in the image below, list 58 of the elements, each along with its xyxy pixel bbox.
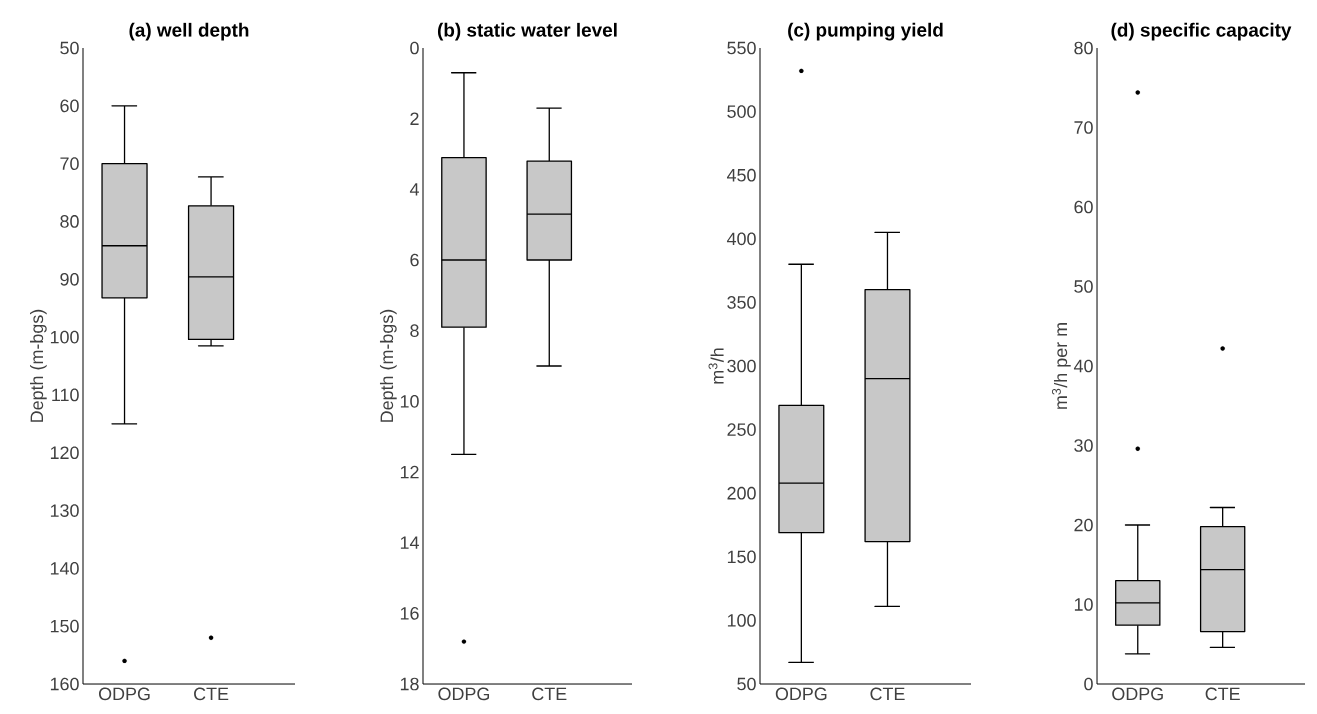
- y-axis-title: m$^{3}$/h: [708, 348, 724, 384]
- y-tick-label: 8: [410, 324, 419, 338]
- y-axis-title: Depth (m-bgs): [379, 309, 397, 422]
- y-tick-label: 40: [1073, 359, 1093, 373]
- y-tick-label: 100: [50, 330, 79, 344]
- y-tick-label: 4: [409, 183, 419, 196]
- y-tick-label: 550: [727, 41, 756, 55]
- y-tick-label: 90: [60, 272, 79, 286]
- y-tick-label: 14: [400, 536, 419, 549]
- y-tick-label: 150: [727, 550, 756, 564]
- x-tick-label: ODPG: [98, 687, 150, 701]
- y-tick-label: 160: [50, 677, 79, 691]
- y-tick-label: 110: [52, 388, 79, 402]
- x-tick-label: CTE: [194, 687, 229, 701]
- y-tick-label: 80: [60, 215, 79, 228]
- y-tick-label: 50: [60, 41, 79, 55]
- y-tick-label: 140: [50, 562, 79, 575]
- y-tick-label: 60: [1074, 200, 1093, 214]
- y-tick-label: 16: [400, 606, 419, 620]
- y-tick-label: 0: [1084, 677, 1093, 691]
- y-tick-label: 250: [727, 423, 756, 436]
- chart-title: (a) well depth: [129, 22, 249, 41]
- y-tick-label: 2: [410, 112, 419, 125]
- chart-title: (c) pumping yield: [788, 22, 943, 41]
- chart-title: (b) static water level: [437, 22, 617, 41]
- x-tick-label: ODPG: [1112, 687, 1163, 701]
- y-tick-label: 100: [727, 614, 756, 627]
- y-tick-label: 300: [727, 359, 756, 373]
- y-tick-label: 500: [727, 105, 756, 118]
- y-tick-label: 450: [726, 168, 756, 182]
- y-tick-label: 70: [1074, 121, 1093, 134]
- y-tick-label: 120: [50, 446, 79, 460]
- y-tick-label: 130: [50, 504, 79, 517]
- chart-title: (d) specific capacity: [1111, 22, 1292, 41]
- x-tick-label: CTE: [532, 687, 567, 701]
- y-tick-label: 200: [727, 486, 756, 500]
- y-tick-label: 18: [400, 677, 419, 691]
- y-axis-title: m$^{3}$/h per m: [1051, 323, 1071, 409]
- y-tick-label: 6: [410, 253, 419, 267]
- x-tick-label: ODPG: [775, 687, 827, 701]
- y-tick-label: 80: [1074, 41, 1093, 55]
- y-tick-label: 50: [737, 677, 756, 691]
- x-tick-label: CTE: [1205, 687, 1240, 701]
- y-tick-label: 10: [1074, 598, 1093, 611]
- y-tick-label: 150: [50, 619, 79, 633]
- x-tick-label: ODPG: [438, 687, 490, 701]
- y-tick-label: 0: [410, 41, 419, 55]
- y-tick-label: 70: [60, 157, 79, 170]
- y-tick-label: 60: [60, 99, 79, 113]
- y-axis-title: Depth (m-bgs): [30, 309, 47, 422]
- y-tick-label: 400: [726, 232, 756, 246]
- y-tick-label: 12: [400, 465, 419, 479]
- y-tick-label: 20: [1074, 518, 1093, 532]
- y-tick-label: 30: [1074, 439, 1093, 452]
- y-tick-label: 10: [400, 394, 419, 408]
- y-tick-label: 350: [727, 296, 756, 309]
- x-tick-label: CTE: [870, 687, 905, 701]
- y-tick-label: 50: [1074, 280, 1093, 293]
